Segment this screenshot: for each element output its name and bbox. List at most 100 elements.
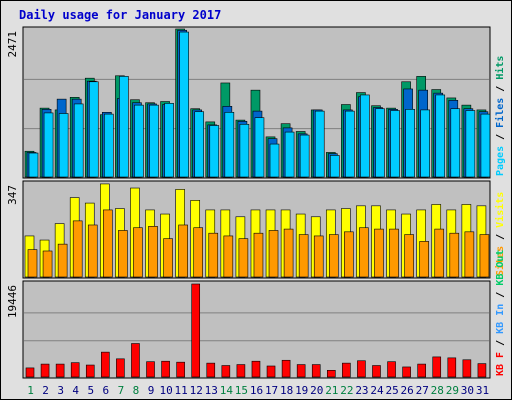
bar-kbytes	[101, 351, 110, 378]
bar-pages	[284, 131, 295, 178]
x-tick-label: 1	[27, 384, 34, 397]
bar-sites	[148, 226, 158, 278]
bar-kbytes	[40, 363, 50, 378]
bar-kbytes	[357, 360, 366, 378]
bar-pages	[58, 113, 69, 178]
bar-kbytes	[462, 359, 472, 378]
bar-pages	[254, 117, 265, 178]
x-tick-label: 20	[310, 384, 323, 397]
bar-pages	[314, 110, 325, 178]
bar-kbytes	[311, 364, 321, 378]
bar-sites	[283, 228, 294, 278]
bar-kbytes	[161, 360, 170, 378]
bar-pages	[405, 109, 415, 178]
x-tick-label: 7	[118, 384, 125, 397]
y-max-label: 347	[6, 185, 19, 205]
panel-hits-files-pages: 2471 Pages / Files / Hits	[6, 26, 506, 179]
bar-sites	[133, 227, 143, 278]
bar-sites	[268, 230, 279, 278]
bar-sites	[42, 250, 53, 278]
bar-sites	[344, 231, 354, 278]
bar-pages	[329, 155, 340, 178]
bar-pages	[119, 76, 129, 178]
bar-pages	[420, 109, 430, 178]
bar-kbytes	[447, 357, 457, 378]
bar-kbytes	[432, 356, 442, 378]
bar-sites	[389, 228, 399, 278]
legend-item: Hits	[494, 56, 506, 80]
x-tick-label: 9	[148, 384, 155, 397]
bar-kbytes	[266, 365, 276, 378]
bar-sites	[163, 238, 173, 278]
x-tick-label: 24	[370, 384, 384, 397]
bar-kbytes	[206, 362, 216, 378]
x-tick-label: 14	[220, 384, 234, 397]
legend-separator: /	[495, 228, 506, 246]
panel-kbytes: 19446 KB F / KB In / KB Out	[6, 250, 506, 379]
bar-sites	[479, 234, 490, 278]
bar-sites	[374, 228, 384, 278]
x-tick-label: 31	[476, 384, 489, 397]
legend-visits-sites: Sites / Visits	[494, 192, 506, 276]
bar-kbytes	[296, 364, 306, 378]
x-tick-label: 26	[401, 384, 414, 397]
bar-pages	[88, 81, 99, 178]
legend-separator: /	[495, 128, 506, 146]
bar-pages	[360, 94, 370, 178]
legend-separator: /	[495, 334, 506, 352]
bar-pages	[390, 110, 400, 178]
x-tick-label: 2	[42, 384, 49, 397]
bar-kbytes	[116, 358, 125, 378]
x-tick-label: 18	[280, 384, 293, 397]
bar-kbytes	[477, 363, 487, 378]
x-tick-label: 25	[385, 384, 398, 397]
bar-kbytes	[417, 363, 426, 378]
x-tick-label: 19	[295, 384, 308, 397]
bar-sites	[253, 232, 264, 278]
bar-kbytes	[55, 363, 65, 378]
bar-kbytes	[236, 364, 246, 378]
bar-kbytes	[191, 283, 201, 378]
bar-sites	[298, 234, 309, 278]
x-tick-label: 3	[57, 384, 64, 397]
bar-pages	[149, 104, 159, 178]
bar-pages	[28, 152, 39, 178]
bar-sites	[223, 235, 234, 278]
x-tick-label: 15	[235, 384, 248, 397]
bar-sites	[449, 232, 460, 278]
bar-sites	[72, 220, 83, 278]
bar-pages	[435, 94, 446, 178]
bar-sites	[464, 231, 475, 278]
bar-sites	[208, 232, 219, 278]
x-tick-label: 28	[431, 384, 444, 397]
bar-pages	[299, 134, 310, 178]
bar-pages	[43, 112, 54, 178]
bar-kbytes	[85, 364, 95, 378]
x-tick-label: 29	[446, 384, 459, 397]
bar-sites	[419, 241, 429, 278]
bar-pages	[194, 111, 205, 178]
legend-item: KB Out	[495, 250, 506, 286]
legend-item: KB In	[495, 304, 506, 334]
legend-separator: /	[495, 80, 506, 98]
bar-kbytes	[25, 367, 35, 378]
x-tick-label: 5	[87, 384, 94, 397]
legend-item: Pages	[495, 146, 506, 176]
bar-sites	[313, 235, 324, 278]
x-tick-label: 21	[325, 384, 338, 397]
bar-pages	[179, 31, 189, 178]
x-axis-labels: 1 2 3 4 5 6 7 8 9 10 11 12 13 14 15 16 17 18 19 20 21 22 23 24 2…	[27, 384, 489, 397]
bar-kbytes	[221, 365, 231, 378]
panel-visits-sites: 347 Sites / Visits	[6, 180, 506, 279]
bar-pages	[224, 112, 235, 178]
x-tick-label: 23	[355, 384, 368, 397]
x-tick-label: 6	[103, 384, 110, 397]
legend-hits-files-pages: Pages / Files / Hits	[494, 56, 506, 176]
bar-kbytes	[387, 361, 396, 378]
legend-item: Sites	[494, 246, 506, 276]
x-tick-label: 17	[265, 384, 278, 397]
bar-sites	[328, 234, 339, 278]
bar-sites	[238, 238, 249, 278]
bar-kbytes	[146, 361, 155, 378]
